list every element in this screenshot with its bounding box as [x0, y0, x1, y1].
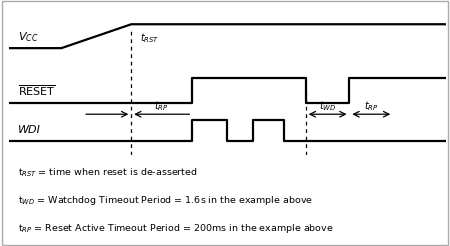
Text: $\mathdefault{V_{CC}}$: $\mathdefault{V_{CC}}$	[18, 30, 38, 44]
Text: t$_{RST}$ = time when reset is de-asserted: t$_{RST}$ = time when reset is de-assert…	[18, 167, 197, 179]
Text: WDI: WDI	[18, 125, 40, 135]
Text: t$_{RP}$ = Reset Active Timeout Period = 200ms in the example above: t$_{RP}$ = Reset Active Timeout Period =…	[18, 222, 333, 234]
Text: $t_{WD}$: $t_{WD}$	[319, 99, 336, 113]
Text: $t_{RP}$: $t_{RP}$	[154, 99, 169, 113]
Text: $t_{RST}$: $t_{RST}$	[140, 31, 159, 45]
Text: t$_{WD}$ = Watchdog Timeout Period = 1.6s in the example above: t$_{WD}$ = Watchdog Timeout Period = 1.6…	[18, 194, 313, 207]
Text: $\overline{\rm RESET}$: $\overline{\rm RESET}$	[18, 83, 55, 98]
Text: $t_{RP}$: $t_{RP}$	[364, 99, 378, 113]
